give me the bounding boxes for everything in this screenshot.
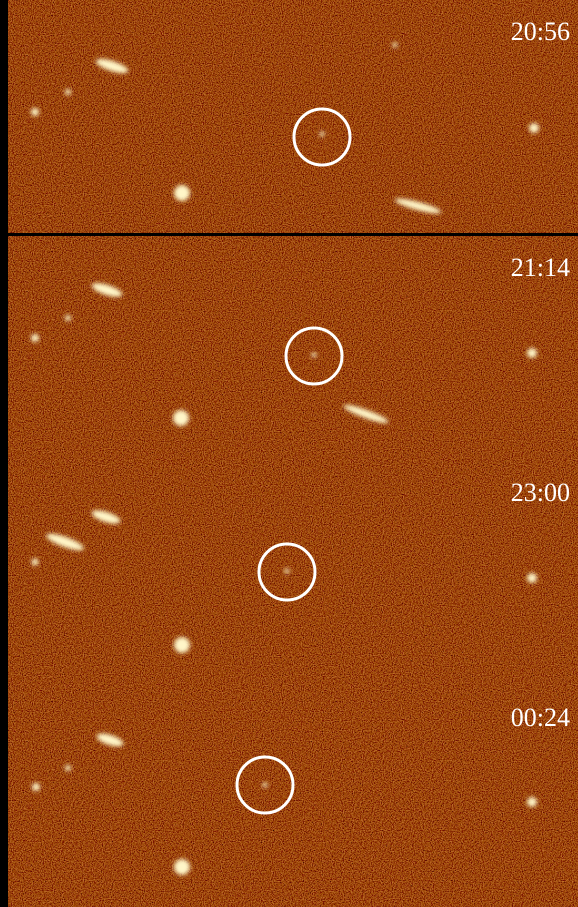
panel: 00:24 — [8, 686, 578, 907]
panel: 21:14 — [8, 236, 578, 469]
target-circle — [284, 326, 344, 386]
panel: 23:00 — [8, 461, 578, 694]
timestamp: 00:24 — [511, 703, 570, 732]
panel: 20:56 — [8, 0, 578, 233]
target-circle — [292, 107, 352, 167]
timestamp: 21:14 — [511, 253, 570, 282]
target-circle — [235, 755, 295, 815]
timestamp: 20:56 — [511, 17, 570, 46]
timestamp: 23:00 — [511, 478, 570, 507]
target-circle — [257, 542, 317, 602]
